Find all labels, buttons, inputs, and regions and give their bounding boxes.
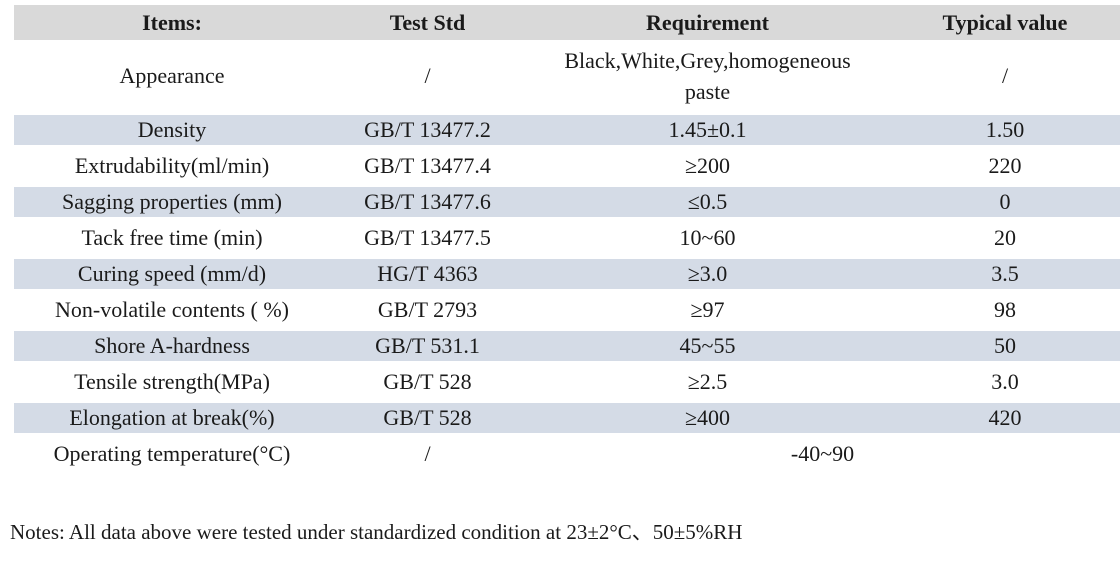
cell-requirement: ≥400 [525,400,890,436]
cell-typical-value: / [890,40,1120,112]
header-requirement: Requirement [525,5,890,40]
table-row-curing-speed: Curing speed (mm/d) HG/T 4363 ≥3.0 3.5 [14,256,1120,292]
cell-test-std: / [330,40,525,112]
table-row-density: Density GB/T 13477.2 1.45±0.1 1.50 [14,112,1120,148]
cell-item: Shore A-hardness [14,328,330,364]
table-header-row: Items: Test Std Requirement Typical valu… [14,5,1120,40]
cell-requirement: ≥97 [525,292,890,328]
header-test-std: Test Std [330,5,525,40]
table-row-non-volatile: Non-volatile contents ( %) GB/T 2793 ≥97… [14,292,1120,328]
cell-test-std: GB/T 528 [330,400,525,436]
table-row-shore-hardness: Shore A-hardness GB/T 531.1 45~55 50 [14,328,1120,364]
cell-test-std: GB/T 528 [330,364,525,400]
cell-test-std: GB/T 13477.2 [330,112,525,148]
cell-item: Tensile strength(MPa) [14,364,330,400]
cell-typical-value: 1.50 [890,112,1120,148]
cell-test-std: / [330,436,525,472]
cell-typical-value: 420 [890,400,1120,436]
requirement-text: Black,White,Grey,homogeneous paste [564,47,851,104]
cell-item: Tack free time (min) [14,220,330,256]
cell-requirement: 45~55 [525,328,890,364]
cell-requirement: Black,White,Grey,homogeneous paste [525,40,890,112]
cell-typical-value: 3.5 [890,256,1120,292]
notes-text: Notes: All data above were tested under … [10,520,743,544]
cell-requirement: 10~60 [525,220,890,256]
cell-requirement: ≤0.5 [525,184,890,220]
cell-requirement: ≥200 [525,148,890,184]
cell-test-std: HG/T 4363 [330,256,525,292]
cell-test-std: GB/T 13477.4 [330,148,525,184]
table-row-tensile-strength: Tensile strength(MPa) GB/T 528 ≥2.5 3.0 [14,364,1120,400]
cell-item: Curing speed (mm/d) [14,256,330,292]
cell-item: Appearance [14,40,330,112]
cell-item: Extrudability(ml/min) [14,148,330,184]
cell-test-std: GB/T 13477.5 [330,220,525,256]
table-row-appearance: Appearance / Black,White,Grey,homogeneou… [14,40,1120,112]
cell-typical-value: 20 [890,220,1120,256]
table-row-operating-temperature: Operating temperature(°C) / -40~90 [14,436,1120,472]
spec-table: Items: Test Std Requirement Typical valu… [14,5,1120,472]
cell-typical-value: 220 [890,148,1120,184]
header-typical-value: Typical value [890,5,1120,40]
cell-requirement: ≥3.0 [525,256,890,292]
header-items: Items: [14,5,330,40]
cell-item: Non-volatile contents ( %) [14,292,330,328]
cell-requirement: ≥2.5 [525,364,890,400]
cell-typical-value: 98 [890,292,1120,328]
cell-item: Operating temperature(°C) [14,436,330,472]
cell-test-std: GB/T 2793 [330,292,525,328]
table-row-sagging: Sagging properties (mm) GB/T 13477.6 ≤0.… [14,184,1120,220]
cell-typical-value: 3.0 [890,364,1120,400]
cell-typical-value: 0 [890,184,1120,220]
cell-requirement-merged: -40~90 [525,436,1120,472]
cell-test-std: GB/T 13477.6 [330,184,525,220]
cell-requirement: 1.45±0.1 [525,112,890,148]
cell-test-std: GB/T 531.1 [330,328,525,364]
cell-typical-value: 50 [890,328,1120,364]
table-row-extrudability: Extrudability(ml/min) GB/T 13477.4 ≥200 … [14,148,1120,184]
cell-item: Sagging properties (mm) [14,184,330,220]
cell-item: Elongation at break(%) [14,400,330,436]
table-row-tack-free-time: Tack free time (min) GB/T 13477.5 10~60 … [14,220,1120,256]
cell-item: Density [14,112,330,148]
table-row-elongation: Elongation at break(%) GB/T 528 ≥400 420 [14,400,1120,436]
